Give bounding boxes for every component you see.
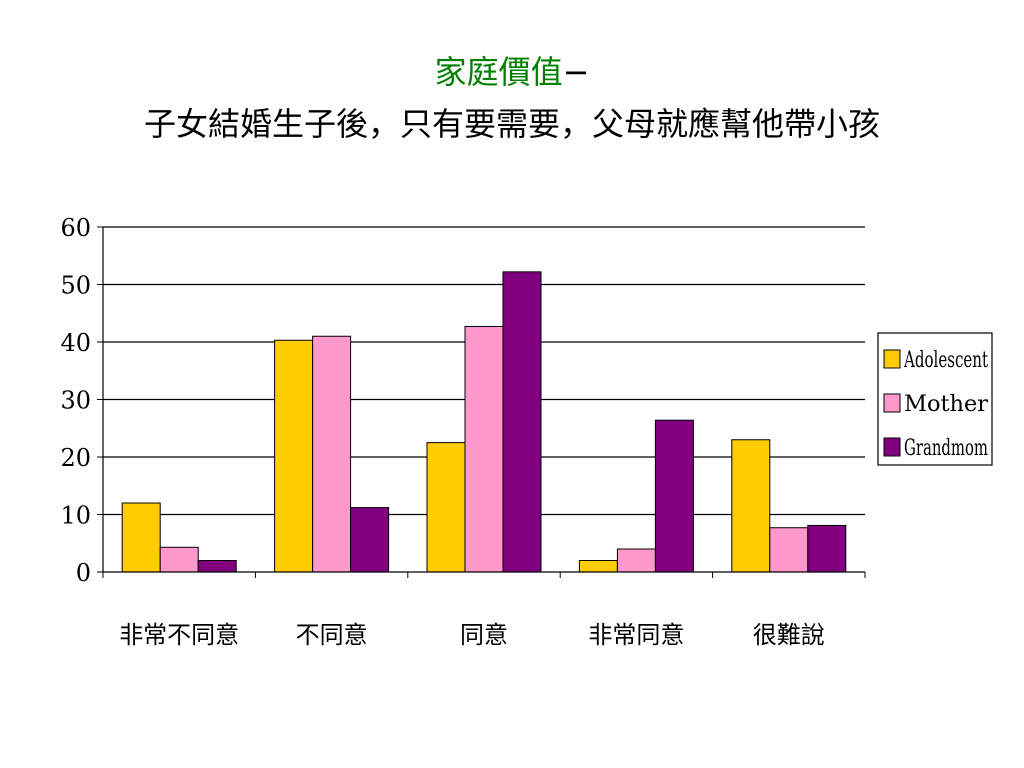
y-tick-label: 30 <box>60 387 91 415</box>
y-tick-label: 60 <box>60 214 91 242</box>
bar-mother-0 <box>159 546 199 573</box>
bar-adolescent-0 <box>121 502 161 573</box>
bar-adolescent-3 <box>578 560 618 573</box>
bar-mother-1 <box>312 335 352 573</box>
y-tick-label: 0 <box>76 559 91 587</box>
x-category-label: 很難說 <box>753 621 825 649</box>
bar-adolescent-1 <box>274 339 314 573</box>
legend: Adolescent Mother Grandmom <box>877 332 993 466</box>
bar-grandmom-3 <box>654 419 694 573</box>
y-tick-label: 50 <box>60 272 91 300</box>
y-tick-label: 10 <box>60 502 91 530</box>
y-tick-label: 40 <box>60 329 91 357</box>
slide-title: 家庭價值− <box>0 50 1024 94</box>
legend-swatch-adolescent <box>883 349 901 369</box>
bar-grandmom-2 <box>502 271 542 573</box>
bar-grandmom-1 <box>350 507 390 573</box>
bar-grandmom-4 <box>807 524 847 573</box>
x-category-label: 非常同意 <box>588 621 684 649</box>
bar-grandmom-0 <box>197 560 237 573</box>
x-category-label: 同意 <box>460 621 508 649</box>
y-tick-label: 20 <box>60 444 91 472</box>
axes: 0 10 20 30 40 50 60 非常不同意 不同意 同意 非常同意 很難說 <box>60 214 866 649</box>
x-category-label: 不同意 <box>296 621 368 649</box>
title-highlight: 家庭價值 <box>434 53 563 91</box>
legend-swatch-mother <box>883 393 901 413</box>
title-dash: − <box>562 53 590 91</box>
x-category-label: 非常不同意 <box>119 621 239 649</box>
legend-label-adolescent: Adolescent <box>903 348 988 373</box>
bar-adolescent-2 <box>426 442 466 573</box>
legend-swatch-grandmom <box>883 437 901 457</box>
bar-adolescent-4 <box>731 439 771 573</box>
legend-label-grandmom: Grandmom <box>904 436 988 461</box>
bar-mother-4 <box>769 527 809 573</box>
bar-mother-3 <box>616 548 656 573</box>
bar-mother-2 <box>464 325 504 573</box>
slide-subtitle: 子女結婚生子後，只有要需要，父母就應幫他帶小孩 <box>143 105 880 143</box>
bars <box>121 271 847 573</box>
legend-label-mother: Mother <box>904 392 988 417</box>
